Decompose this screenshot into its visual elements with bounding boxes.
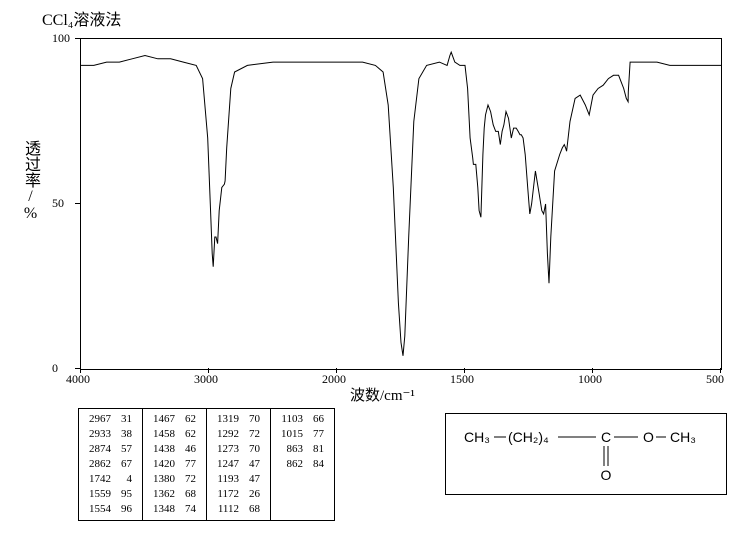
peak-transmittance: 77: [309, 428, 328, 441]
peak-transmittance: 31: [117, 413, 136, 426]
peak-transmittance: 4: [117, 473, 136, 486]
svg-text:CH₃: CH₃: [464, 429, 490, 445]
peak-wavenumber: 1112: [213, 503, 243, 516]
svg-text:C: C: [601, 429, 611, 445]
y-tick-mark: [75, 38, 80, 39]
peak-wavenumber: 2862: [85, 458, 115, 471]
peak-wavenumber: 1362: [149, 488, 179, 501]
peak-table: 2967312933382874572862671742415599515549…: [78, 408, 335, 521]
peak-wavenumber: 2933: [85, 428, 115, 441]
peak-transmittance: 62: [181, 428, 200, 441]
x-tick-mark: [80, 368, 81, 373]
chemical-structure: CH₃ (CH₂)₄ C O O CH₃: [445, 413, 727, 495]
y-tick-label: 0: [52, 361, 58, 376]
x-tick-mark: [464, 368, 465, 373]
peak-wavenumber: 1467: [149, 413, 179, 426]
peak-wavenumber: 1438: [149, 443, 179, 456]
x-tick-mark: [720, 368, 721, 373]
y-tick-label: 100: [52, 31, 70, 46]
x-tick-mark: [336, 368, 337, 373]
peak-wavenumber: 1319: [213, 413, 243, 426]
x-tick-label: 2000: [322, 372, 346, 387]
peak-transmittance: 68: [245, 503, 264, 516]
peak-wavenumber: 1193: [213, 473, 243, 486]
peak-wavenumber: 1380: [149, 473, 179, 486]
peak-wavenumber: 1420: [149, 458, 179, 471]
peak-wavenumber: 1554: [85, 503, 115, 516]
svg-text:O: O: [601, 467, 612, 483]
peak-wavenumber: 1015: [277, 428, 307, 441]
x-tick-label: 3000: [194, 372, 218, 387]
peak-wavenumber: 1348: [149, 503, 179, 516]
peak-transmittance: 72: [181, 473, 200, 486]
chart-title: CCl₄溶液法: [42, 6, 121, 30]
peak-transmittance: 38: [117, 428, 136, 441]
peak-transmittance: 26: [245, 488, 264, 501]
peak-transmittance: 95: [117, 488, 136, 501]
peak-transmittance: 96: [117, 503, 136, 516]
y-axis-label: 透过率/%: [18, 140, 42, 222]
peak-transmittance: 47: [245, 473, 264, 486]
x-axis-label: 波数/cm⁻¹: [350, 384, 415, 405]
spectrum-line: [81, 39, 721, 369]
peak-wavenumber: 1103: [277, 413, 307, 426]
svg-text:CH₃: CH₃: [670, 429, 696, 445]
peak-wavenumber: 862: [277, 458, 307, 471]
x-tick-mark: [592, 368, 593, 373]
y-tick-label: 50: [52, 196, 64, 211]
peak-wavenumber: 1172: [213, 488, 243, 501]
structure-drawing: CH₃ (CH₂)₄ C O O CH₃: [446, 414, 726, 494]
peak-wavenumber: 1273: [213, 443, 243, 456]
peak-transmittance: 68: [181, 488, 200, 501]
peak-wavenumber: 2967: [85, 413, 115, 426]
title-text: CCl₄溶液法: [42, 12, 121, 29]
peak-wavenumber: 863: [277, 443, 307, 456]
spectrum-plot-area: [80, 38, 722, 370]
peak-transmittance: 84: [309, 458, 328, 471]
y-tick-mark: [75, 203, 80, 204]
peak-wavenumber: 1559: [85, 488, 115, 501]
peak-wavenumber: 1292: [213, 428, 243, 441]
x-axis-label-text: 波数/cm⁻¹: [350, 388, 415, 404]
peak-wavenumber: 1458: [149, 428, 179, 441]
peak-wavenumber: 1742: [85, 473, 115, 486]
peak-transmittance: 70: [245, 443, 264, 456]
peak-transmittance: 67: [117, 458, 136, 471]
x-tick-mark: [208, 368, 209, 373]
svg-text:O: O: [643, 429, 654, 445]
x-tick-label: 1500: [450, 372, 474, 387]
peak-wavenumber: 2874: [85, 443, 115, 456]
peak-transmittance: 77: [181, 458, 200, 471]
peak-transmittance: 46: [181, 443, 200, 456]
svg-text:(CH₂)₄: (CH₂)₄: [508, 429, 549, 445]
peak-wavenumber: 1247: [213, 458, 243, 471]
peak-transmittance: 62: [181, 413, 200, 426]
x-tick-label: 500: [706, 372, 724, 387]
x-tick-label: 1000: [578, 372, 602, 387]
peak-transmittance: 81: [309, 443, 328, 456]
peak-transmittance: 57: [117, 443, 136, 456]
peak-transmittance: 70: [245, 413, 264, 426]
peak-transmittance: 47: [245, 458, 264, 471]
x-tick-label: 4000: [66, 372, 90, 387]
peak-transmittance: 72: [245, 428, 264, 441]
peak-transmittance: 74: [181, 503, 200, 516]
y-axis-label-text: 透过率/%: [22, 140, 39, 222]
peak-transmittance: 66: [309, 413, 328, 426]
